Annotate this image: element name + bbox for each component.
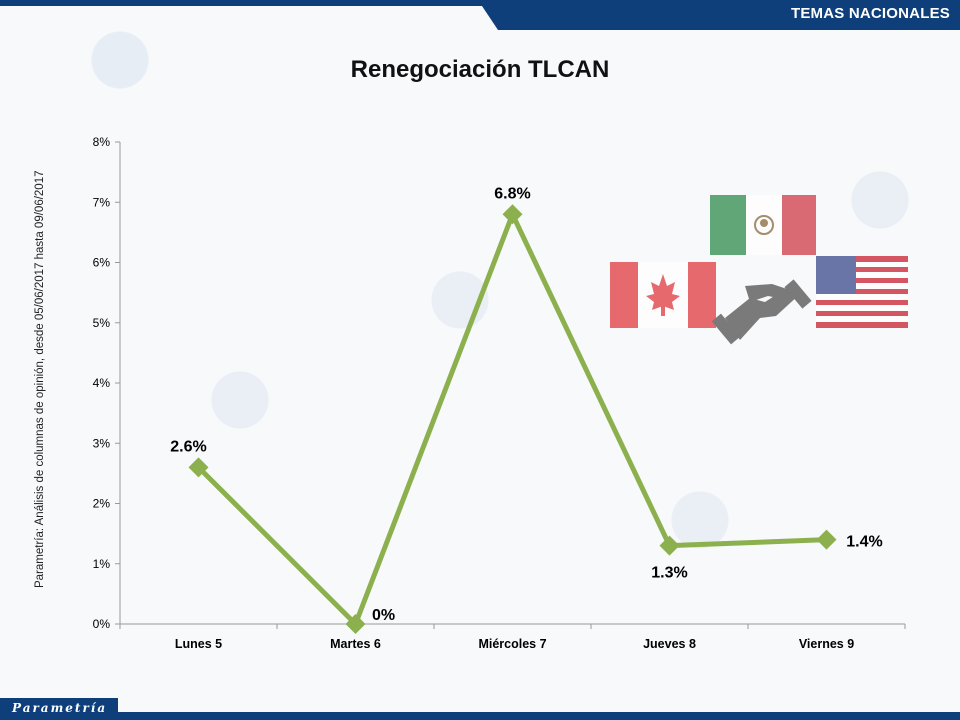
x-category-label: Viernes 9 (799, 637, 854, 651)
canada-flag-icon (610, 262, 716, 328)
brand-logo-text: Parametría (12, 701, 108, 715)
y-tick-label: 3% (93, 436, 111, 450)
data-labels: 2.6% 0% 6.8% 1.3% 1.4% (170, 185, 882, 624)
y-tick-label: 5% (93, 316, 111, 330)
bottom-banner (0, 712, 960, 720)
x-category-label: Miércoles 7 (478, 637, 546, 651)
data-point (188, 457, 209, 478)
y-tick-label: 0% (93, 617, 111, 631)
section-label: TEMAS NACIONALES (790, 5, 950, 22)
y-tick-label: 4% (93, 376, 111, 390)
y-tick-label: 7% (93, 195, 111, 209)
y-tick-label: 1% (93, 557, 111, 571)
data-label: 0% (372, 607, 395, 624)
top-banner (0, 0, 960, 30)
data-point (659, 535, 680, 556)
x-category-label: Lunes 5 (175, 637, 222, 651)
series (188, 204, 837, 634)
x-categories: Lunes 5 Martes 6 Miércoles 7 Jueves 8 Vierne… (119, 624, 906, 651)
y-ticks: 0% 1% 2% 3% 4% 5% 6% 7% 8% (93, 135, 120, 631)
mexico-flag-icon (710, 195, 816, 255)
handshake-icon (711, 279, 812, 345)
data-label: 2.6% (170, 438, 206, 455)
nafta-illustration (610, 195, 908, 345)
data-label: 1.4% (846, 534, 882, 551)
usa-flag-icon (816, 256, 908, 328)
data-label: 1.3% (651, 565, 687, 582)
chart-title: Renegociación TLCAN (350, 56, 610, 83)
data-label: 6.8% (494, 185, 530, 202)
y-tick-label: 8% (93, 135, 111, 149)
x-category-label: Martes 6 (330, 637, 381, 651)
data-point (345, 614, 366, 634)
x-category-label: Jueves 8 (643, 637, 696, 651)
brand-box: Parametría (0, 698, 118, 720)
y-tick-label: 6% (93, 256, 111, 270)
data-point (502, 204, 523, 225)
data-point (816, 529, 837, 550)
y-tick-label: 2% (93, 497, 111, 511)
